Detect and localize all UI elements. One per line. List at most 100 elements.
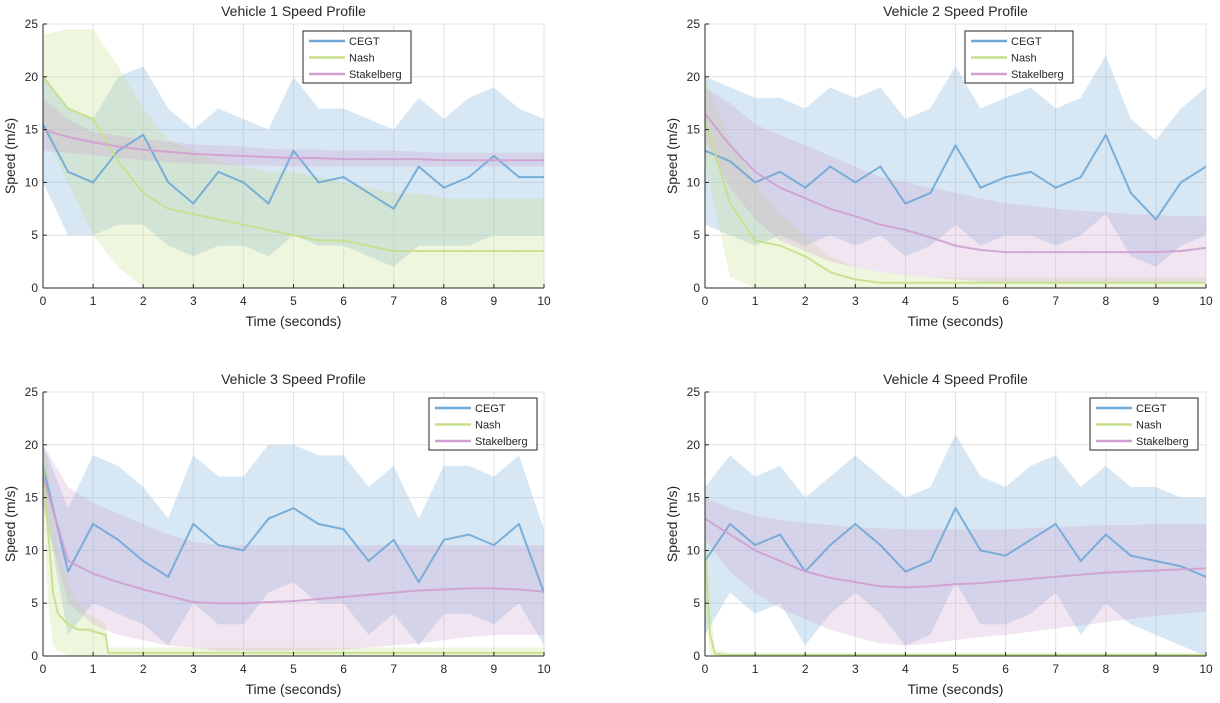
legend: CEGT Nash Stakelberg — [1089, 397, 1199, 451]
y-tick-label: 10 — [687, 175, 701, 189]
data-point-nash — [904, 281, 907, 284]
data-point-nash — [1205, 281, 1206, 284]
data-point-stakelberg — [292, 600, 295, 602]
data-point-stakelberg — [1004, 580, 1007, 582]
data-point-stakelberg — [192, 152, 195, 155]
data-point-cegt — [217, 170, 220, 173]
data-point-stakelberg — [518, 588, 520, 591]
y-tick-label: 0 — [31, 649, 38, 663]
data-point-stakelberg — [904, 586, 907, 589]
x-tick-label: 3 — [852, 662, 859, 676]
legend: CEGT Nash Stakelberg — [302, 30, 412, 84]
data-point-stakelberg — [92, 572, 94, 575]
data-point-cegt — [1205, 575, 1206, 578]
data-point-stakelberg — [217, 154, 220, 156]
data-point-cegt — [1104, 133, 1107, 136]
data-point-nash — [417, 250, 420, 252]
data-point-nash — [714, 652, 716, 655]
data-point-cegt — [67, 170, 69, 173]
data-point-cegt — [342, 176, 345, 179]
x-tick-label: 1 — [752, 662, 759, 676]
data-point-cegt — [543, 176, 544, 179]
data-point-nash — [392, 250, 395, 252]
data-point-cegt — [729, 523, 731, 525]
data-point-stakelberg — [543, 159, 544, 162]
legend-label-stakelberg: Stakelberg — [475, 436, 528, 448]
data-point-cegt — [342, 528, 345, 531]
data-point-nash — [117, 160, 120, 163]
data-point-cegt — [854, 181, 857, 184]
y-tick-label: 15 — [687, 123, 701, 137]
data-point-stakelberg — [729, 144, 731, 147]
data-point-cegt — [904, 202, 907, 205]
x-tick-label: 0 — [702, 662, 709, 676]
data-point-cegt — [92, 181, 94, 184]
x-tick-label: 6 — [1002, 662, 1009, 676]
data-point-cegt — [467, 176, 470, 179]
data-point-stakelberg — [467, 159, 470, 162]
legend-label-stakelberg: Stakelberg — [1136, 436, 1189, 448]
data-point-cegt — [267, 202, 270, 205]
data-point-stakelberg — [442, 588, 445, 591]
x-tick-label: 1 — [90, 294, 97, 308]
x-tick-label: 4 — [240, 662, 247, 676]
x-axis-label: Time (seconds) — [908, 313, 1004, 329]
data-point-stakelberg — [1104, 251, 1107, 253]
data-point-cegt — [779, 533, 782, 536]
x-tick-label: 5 — [290, 294, 297, 308]
x-tick-label: 10 — [537, 294, 551, 308]
plot-layer — [43, 29, 544, 288]
data-point-cegt — [1180, 181, 1182, 184]
data-point-stakelberg — [117, 581, 120, 583]
x-tick-label: 1 — [90, 662, 97, 676]
data-point-cegt — [829, 544, 832, 547]
band-stakelberg — [705, 497, 1206, 646]
x-tick-label: 1 — [752, 294, 759, 308]
x-tick-label: 4 — [902, 294, 909, 308]
data-point-cegt — [117, 538, 120, 541]
data-point-cegt — [1155, 218, 1157, 221]
data-point-cegt — [292, 507, 295, 510]
data-point-cegt — [729, 160, 731, 163]
plot-layer — [705, 55, 1206, 288]
data-point-stakelberg — [242, 602, 245, 605]
data-point-cegt — [979, 549, 982, 552]
y-tick-label: 25 — [25, 385, 39, 399]
data-point-stakelberg — [1104, 571, 1107, 574]
data-point-cegt — [879, 544, 882, 547]
data-point-cegt — [1054, 523, 1057, 525]
x-tick-label: 9 — [491, 294, 498, 308]
x-axis-label: Time (seconds) — [246, 681, 342, 697]
data-point-cegt — [829, 165, 832, 168]
data-point-nash — [1079, 281, 1082, 284]
legend-label-nash: Nash — [349, 53, 375, 65]
data-point-stakelberg — [1029, 251, 1032, 253]
data-point-nash — [442, 250, 445, 252]
y-tick-label: 0 — [693, 649, 700, 663]
data-point-nash — [367, 244, 370, 247]
data-point-stakelberg — [543, 590, 544, 593]
data-point-cegt — [242, 181, 245, 184]
x-tick-label: 8 — [1102, 662, 1109, 676]
band-cegt — [705, 434, 1206, 656]
data-point-stakelberg — [192, 601, 195, 604]
data-point-nash — [929, 281, 932, 284]
data-point-stakelberg — [1054, 251, 1057, 253]
x-axis-label: Time (seconds) — [908, 681, 1004, 697]
data-point-stakelberg — [954, 244, 957, 247]
data-point-cegt — [1104, 533, 1107, 536]
data-point-nash — [1129, 281, 1132, 284]
data-point-cegt — [954, 507, 957, 510]
data-point-stakelberg — [367, 158, 370, 161]
data-point-cegt — [192, 202, 195, 205]
data-point-cegt — [493, 155, 495, 157]
data-point-cegt — [92, 523, 94, 525]
y-axis-label: Speed (m/s) — [2, 118, 18, 194]
legend-label-stakelberg: Stakelberg — [1011, 69, 1064, 81]
data-point-nash — [52, 591, 54, 594]
data-point-stakelberg — [829, 207, 832, 210]
data-point-stakelberg — [142, 148, 145, 151]
data-point-cegt — [1054, 186, 1057, 189]
x-tick-label: 5 — [952, 662, 959, 676]
data-point-stakelberg — [342, 595, 345, 598]
